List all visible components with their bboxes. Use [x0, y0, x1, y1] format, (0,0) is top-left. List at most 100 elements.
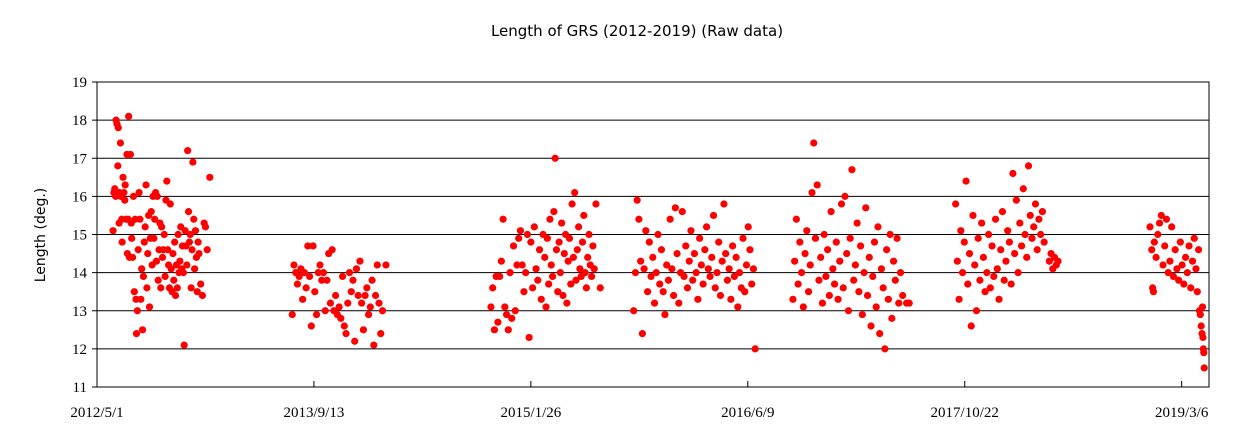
data-point	[176, 257, 184, 265]
data-point	[1188, 257, 1197, 265]
data-point	[288, 310, 296, 319]
data-point	[560, 249, 568, 258]
data-point	[1175, 276, 1183, 284]
data-point	[338, 272, 347, 281]
data-point	[822, 272, 830, 281]
data-point	[827, 208, 835, 216]
data-point	[546, 215, 554, 223]
data-point	[853, 219, 861, 227]
data-point	[365, 310, 373, 319]
data-point	[734, 303, 742, 311]
data-point	[1150, 238, 1158, 246]
data-point	[825, 291, 833, 300]
data-point	[206, 173, 214, 181]
data-point	[742, 261, 751, 269]
data-point	[145, 303, 154, 311]
data-point	[811, 234, 820, 242]
data-point	[323, 276, 331, 284]
data-point	[541, 253, 549, 261]
data-point	[143, 284, 151, 292]
data-point	[187, 284, 195, 292]
data-point	[1149, 288, 1158, 296]
x-tick-label: 2012/5/1	[70, 405, 123, 421]
data-point	[971, 261, 979, 269]
data-point	[138, 326, 147, 334]
data-point	[1181, 253, 1190, 261]
data-point	[889, 257, 898, 265]
data-point	[1161, 242, 1169, 250]
data-point	[188, 246, 196, 254]
data-point	[820, 230, 828, 239]
data-point	[718, 257, 726, 265]
data-point	[1045, 257, 1053, 265]
data-point	[671, 204, 679, 212]
x-tick-label: 2013/9/13	[284, 405, 345, 421]
data-point	[542, 303, 550, 311]
data-point	[1155, 219, 1164, 227]
data-point	[314, 269, 322, 277]
y-tick-label: 11	[73, 380, 87, 396]
data-point	[720, 200, 728, 208]
data-point	[184, 208, 193, 216]
data-point	[722, 249, 730, 258]
data-point	[532, 265, 540, 273]
y-tick-label: 19	[72, 75, 87, 91]
data-point	[986, 284, 994, 292]
data-point	[661, 310, 669, 319]
data-point	[130, 288, 138, 296]
data-point	[133, 307, 141, 315]
data-point	[565, 234, 574, 242]
data-point	[554, 288, 562, 296]
data-point	[158, 223, 166, 231]
data-point	[293, 280, 302, 288]
data-point	[848, 166, 856, 174]
data-point	[746, 246, 754, 254]
data-point	[839, 284, 847, 292]
data-point	[958, 269, 967, 277]
data-point	[193, 288, 201, 296]
data-point	[351, 337, 359, 345]
y-axis-label: Length (deg.)	[33, 188, 49, 283]
data-point	[506, 269, 514, 277]
data-point	[683, 284, 692, 292]
data-point	[1159, 261, 1167, 269]
data-point	[116, 139, 125, 147]
data-point	[692, 269, 700, 277]
data-point	[1148, 246, 1156, 254]
data-point	[352, 265, 361, 273]
data-point	[173, 284, 181, 292]
data-point	[678, 208, 686, 216]
data-point	[550, 208, 558, 216]
data-point	[114, 162, 122, 170]
data-point	[569, 253, 577, 261]
data-point	[810, 139, 818, 147]
data-point	[1173, 265, 1181, 273]
data-point	[729, 242, 737, 250]
y-tick-label: 12	[72, 342, 87, 358]
data-point	[197, 280, 205, 288]
data-point	[368, 276, 376, 284]
data-point	[997, 246, 1005, 254]
data-point	[1193, 288, 1201, 296]
data-point	[590, 265, 598, 273]
data-point	[893, 234, 901, 242]
data-point	[1192, 265, 1200, 273]
data-point	[962, 177, 970, 185]
data-point	[144, 249, 152, 258]
data-point	[501, 303, 509, 311]
data-point	[201, 223, 210, 231]
data-point	[529, 284, 537, 292]
data-point	[564, 257, 572, 265]
data-point	[715, 238, 723, 246]
data-point	[972, 307, 981, 315]
data-point	[1178, 261, 1186, 269]
data-point	[190, 215, 198, 223]
data-point	[696, 234, 704, 242]
data-point	[869, 272, 877, 281]
data-point	[687, 227, 695, 235]
data-point	[829, 265, 837, 273]
data-point	[596, 284, 604, 292]
data-point	[960, 238, 968, 246]
data-point	[347, 288, 355, 296]
data-point	[128, 253, 137, 261]
